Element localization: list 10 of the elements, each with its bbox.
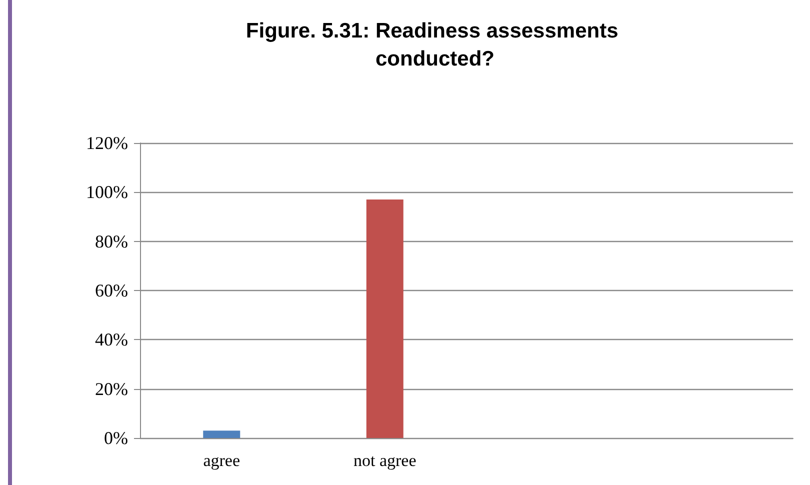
y-tick-label: 100% — [86, 182, 128, 202]
y-tick-label: 20% — [95, 378, 128, 399]
y-tick-label: 0% — [104, 428, 128, 448]
y-tick-label: 60% — [95, 280, 128, 300]
y-tick-label: 40% — [95, 330, 128, 350]
y-tick-label: 120% — [86, 133, 128, 153]
chart-title: Figure. 5.31: Readiness assessments conducted? — [246, 20, 624, 70]
y-tick-label: 80% — [95, 231, 128, 252]
x-tick-label: agree — [203, 451, 240, 470]
x-tick-label: not agree — [353, 451, 416, 470]
